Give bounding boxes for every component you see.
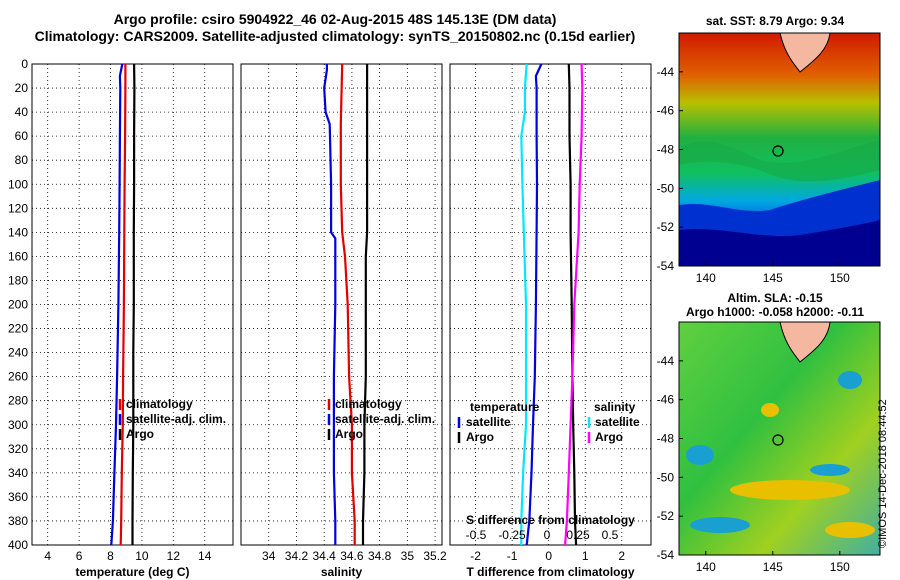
y-tick-label: 20 bbox=[15, 81, 29, 95]
map-y-tick-label: -52 bbox=[657, 220, 675, 234]
x-tick-label: 0 bbox=[545, 549, 552, 563]
map-y-tick-label: -54 bbox=[657, 259, 675, 273]
series-line-satellite-adj-clim- bbox=[323, 64, 337, 545]
sst-map bbox=[679, 33, 880, 266]
top-axis-tick-label: 0 bbox=[544, 528, 551, 542]
x-tick-label: 6 bbox=[76, 549, 83, 563]
series-line-climatology bbox=[339, 63, 356, 545]
y-tick-label: 140 bbox=[8, 225, 28, 239]
map-y-tick-label: -50 bbox=[657, 470, 675, 484]
x-tick-label: 8 bbox=[107, 549, 114, 563]
x-tick-label: 34.4 bbox=[312, 549, 336, 563]
y-tick-label: 240 bbox=[8, 346, 28, 360]
x-tick-label: 34.6 bbox=[340, 549, 364, 563]
sla-argo-marker bbox=[772, 434, 784, 446]
legend-title-temperature: temperature bbox=[470, 400, 540, 414]
map-x-tick-label: 140 bbox=[696, 560, 716, 574]
x-tick-label: 35 bbox=[401, 549, 415, 563]
series-line-temperature-argo bbox=[567, 63, 578, 546]
x-tick-label: 14 bbox=[198, 549, 212, 563]
y-tick-label: 0 bbox=[21, 57, 28, 71]
map-y-tick-label: -54 bbox=[657, 548, 675, 562]
x-tick-label: 35.2 bbox=[423, 549, 447, 563]
legend-label: satellite-adj. clim. bbox=[126, 412, 226, 426]
top-axis-tick-label: 0.5 bbox=[602, 528, 619, 542]
y-tick-label: 80 bbox=[15, 153, 29, 167]
sla-map-title-2: Argo h1000: -0.058 h2000: -0.11 bbox=[686, 305, 864, 319]
x-tick-label: 1 bbox=[582, 549, 589, 563]
sla-map bbox=[679, 322, 880, 555]
x-tick-label: 34 bbox=[262, 549, 276, 563]
x-axis-label: salinity bbox=[321, 565, 363, 579]
y-tick-label: 340 bbox=[8, 466, 28, 480]
series-line-salinity-satellite bbox=[520, 63, 528, 545]
x-tick-label: 34.8 bbox=[368, 549, 392, 563]
legend-label: climatology bbox=[335, 397, 402, 411]
map-y-tick-label: -46 bbox=[657, 393, 675, 407]
y-tick-label: 220 bbox=[8, 322, 28, 336]
series-line-temperature-satellite bbox=[525, 63, 543, 546]
map-x-tick-label: 145 bbox=[763, 560, 783, 574]
x-axis-label: T difference from climatology bbox=[466, 565, 634, 579]
legend-label: Argo bbox=[595, 430, 623, 444]
x-axis-label: temperature (deg C) bbox=[75, 565, 189, 579]
series-line-salinity-argo bbox=[564, 63, 584, 546]
y-tick-label: 320 bbox=[8, 442, 28, 456]
top-axis-tick-label: -0.25 bbox=[498, 528, 526, 542]
x-tick-label: 12 bbox=[167, 549, 181, 563]
title-line-1: Argo profile: csiro 5904922_46 02-Aug-20… bbox=[113, 11, 557, 27]
legend-label: Argo bbox=[335, 427, 363, 441]
y-tick-label: 260 bbox=[8, 370, 28, 384]
y-tick-label: 180 bbox=[8, 273, 28, 287]
legend-label: satellite bbox=[466, 415, 511, 429]
legend-label: satellite-adj. clim. bbox=[335, 412, 435, 426]
x-tick-label: 2 bbox=[618, 549, 625, 563]
x-tick-label: 34.2 bbox=[285, 549, 309, 563]
legend-label: satellite bbox=[595, 415, 640, 429]
top-axis-label: S difference from climatology bbox=[466, 513, 635, 527]
y-tick-label: 160 bbox=[8, 249, 28, 263]
legend-label: climatology bbox=[126, 397, 193, 411]
y-tick-label: 280 bbox=[8, 394, 28, 408]
map-x-tick-label: 140 bbox=[696, 271, 716, 285]
legend-title-salinity: salinity bbox=[594, 400, 636, 414]
legend-label: Argo bbox=[466, 430, 494, 444]
x-tick-label: -2 bbox=[470, 549, 481, 563]
y-tick-label: 100 bbox=[8, 177, 28, 191]
legend-label: Argo bbox=[126, 427, 154, 441]
sla-map-title-1: Altim. SLA: -0.15 bbox=[727, 291, 823, 305]
map-x-tick-label: 145 bbox=[763, 271, 783, 285]
map-x-tick-label: 150 bbox=[830, 560, 850, 574]
series-line-climatology bbox=[119, 64, 127, 546]
map-x-tick-label: 150 bbox=[830, 271, 850, 285]
series-line-satellite-adj-clim- bbox=[110, 63, 124, 546]
y-tick-label: 120 bbox=[8, 201, 28, 215]
map-y-tick-label: -46 bbox=[657, 104, 675, 118]
x-tick-label: 4 bbox=[44, 549, 51, 563]
map-y-tick-label: -44 bbox=[657, 65, 675, 79]
top-axis-tick-label: -0.5 bbox=[466, 528, 487, 542]
y-tick-label: 380 bbox=[8, 514, 28, 528]
map-y-tick-label: -48 bbox=[657, 143, 675, 157]
y-tick-label: 60 bbox=[15, 129, 29, 143]
series-line-argo bbox=[131, 63, 136, 545]
map-y-tick-label: -52 bbox=[657, 509, 675, 523]
y-tick-label: 400 bbox=[8, 538, 28, 552]
sst-map-title: sat. SST: 8.79 Argo: 9.34 bbox=[706, 14, 845, 28]
map-y-tick-label: -48 bbox=[657, 432, 675, 446]
series-line-argo bbox=[361, 64, 369, 545]
y-tick-label: 360 bbox=[8, 490, 28, 504]
y-tick-label: 200 bbox=[8, 298, 28, 312]
map-y-tick-label: -50 bbox=[657, 181, 675, 195]
sst-argo-marker bbox=[772, 145, 784, 157]
title-line-2: Climatology: CARS2009. Satellite-adjuste… bbox=[34, 28, 636, 44]
x-tick-label: 10 bbox=[135, 549, 149, 563]
imos-watermark: ©IMOS 14-Dec-2018 08:44:52 bbox=[877, 399, 889, 548]
map-y-tick-label: -44 bbox=[657, 354, 675, 368]
top-axis-tick-label: 0.25 bbox=[566, 528, 590, 542]
y-tick-label: 300 bbox=[8, 418, 28, 432]
y-tick-label: 40 bbox=[15, 105, 29, 119]
x-tick-label: -1 bbox=[507, 549, 518, 563]
